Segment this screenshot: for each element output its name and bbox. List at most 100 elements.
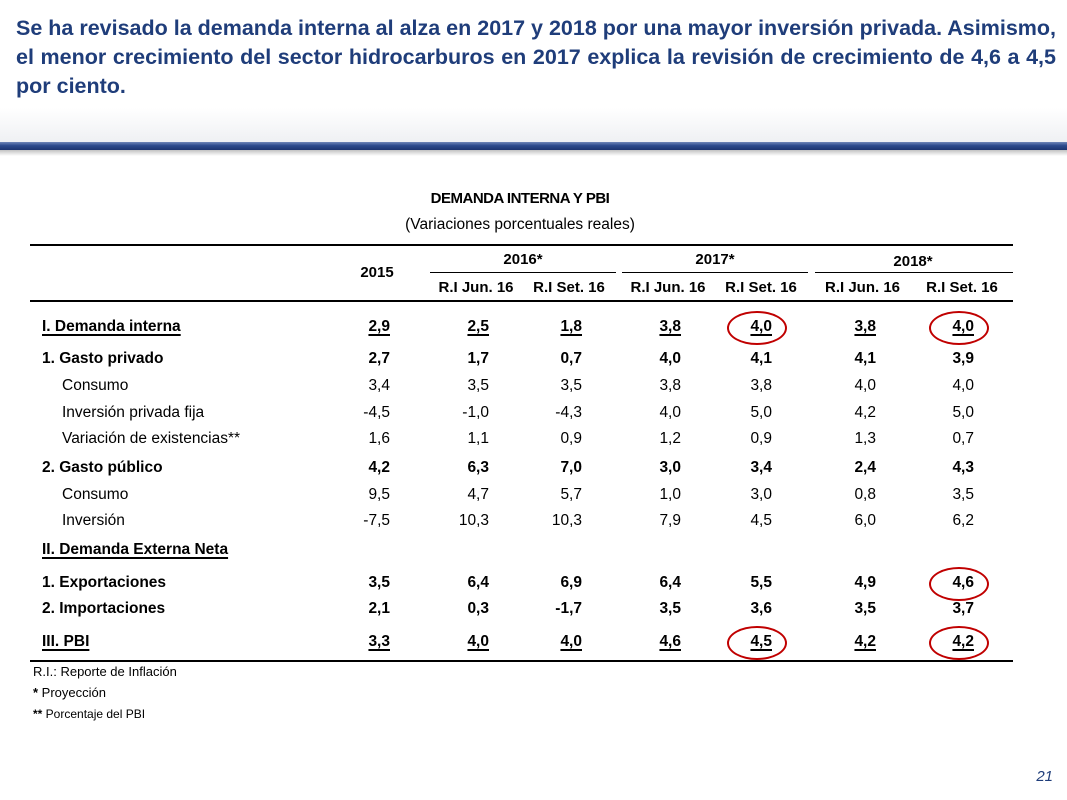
table-cell: 6,0 — [854, 512, 876, 529]
footnote-mark: ** — [33, 707, 43, 721]
table-cell: 4,5 — [750, 512, 772, 529]
table-cell: 3,5 — [659, 600, 681, 617]
table-cell: 1,7 — [467, 350, 489, 367]
table-cell: 2,4 — [854, 459, 876, 476]
table-cell: 4,0 — [659, 404, 681, 421]
table-cell: 6,3 — [467, 459, 489, 476]
table-cell: 4,1 — [854, 350, 876, 367]
table-cell: 3,4 — [750, 459, 772, 476]
group-rule-2016 — [430, 272, 616, 273]
table-cell: 5,0 — [750, 404, 772, 421]
group-rule-2018 — [815, 272, 1013, 273]
table-cell: 1,6 — [368, 430, 390, 447]
row-label: Consumo — [62, 486, 129, 503]
table-cell: 3,5 — [467, 377, 489, 394]
table-cell: 5,7 — [560, 486, 582, 503]
table-cell: 0,3 — [467, 600, 489, 617]
subheader: R.I Jun. 16 — [438, 279, 514, 296]
table-cell: 3,8 — [659, 377, 681, 394]
table-cell: 3,3 — [368, 633, 390, 650]
headline: Se ha revisado la demanda interna al alz… — [16, 16, 1056, 98]
table-cell: 9,5 — [368, 486, 390, 503]
highlight-circle — [727, 311, 787, 345]
table-cell: 6,4 — [659, 574, 681, 591]
footnote-text: Porcentaje del PBI — [42, 707, 146, 721]
table-cell: 3,5 — [368, 574, 390, 591]
table-cell: 4,2 — [368, 459, 390, 476]
table-cell: 3,8 — [854, 318, 876, 335]
row-label: II. Demanda Externa Neta — [42, 541, 229, 558]
table-cell: 3,0 — [750, 486, 772, 503]
row-label: Inversión privada fija — [62, 404, 205, 421]
header-2016: 2016* — [503, 251, 543, 268]
header-2015: 2015 — [360, 264, 394, 281]
table-cell: 3,6 — [750, 600, 772, 617]
table-cell: 2,1 — [368, 600, 390, 617]
table-subtitle: (Variaciones porcentuales reales) — [405, 216, 635, 233]
table-cell: 5,5 — [750, 574, 772, 591]
table-cell: 4,0 — [854, 377, 876, 394]
table-cell: 0,9 — [560, 430, 582, 447]
table-cell: 3,5 — [952, 486, 974, 503]
footnote-ri: R.I.: Reporte de Inflación — [33, 664, 177, 679]
table-cell: 1,1 — [467, 430, 489, 447]
table-cell: 4,0 — [467, 633, 489, 650]
page-number: 21 — [1036, 768, 1053, 785]
row-label: 1. Exportaciones — [42, 574, 167, 591]
row-label: 1. Gasto privado — [42, 350, 164, 367]
subheader: R.I Set. 16 — [725, 279, 797, 296]
highlight-circle — [727, 626, 787, 660]
table-cell: 1,3 — [854, 430, 876, 447]
row-label: Consumo — [62, 377, 129, 394]
table-cell: 1,0 — [659, 486, 681, 503]
table-cell: 5,0 — [952, 404, 974, 421]
table-cell: 10,3 — [458, 512, 489, 529]
subheader: R.I Jun. 16 — [824, 279, 901, 296]
highlight-circle — [929, 311, 989, 345]
footnote-projection: * Proyección — [33, 685, 106, 700]
table-cell: 3,8 — [659, 318, 681, 335]
table-cell: 6,4 — [467, 574, 489, 591]
table-cell: 6,2 — [952, 512, 974, 529]
table-cell: 4,1 — [750, 350, 772, 367]
table-cell: 1,8 — [560, 318, 582, 335]
row-label: 2. Gasto público — [42, 459, 163, 476]
table-cell: 6,9 — [560, 574, 582, 591]
table-cell: 0,7 — [560, 350, 582, 367]
header-2018: 2018* — [893, 253, 933, 270]
table-cell: 0,9 — [750, 430, 772, 447]
row-label: 2. Importaciones — [42, 600, 166, 617]
table-cell: 2,9 — [368, 318, 390, 335]
table-cell: 4,7 — [467, 486, 489, 503]
table-cell: 4,2 — [854, 633, 876, 650]
table-cell: 4,2 — [854, 404, 876, 421]
highlight-circle — [929, 567, 989, 601]
table-cell: 4,0 — [560, 633, 582, 650]
header-shadow — [0, 108, 1067, 148]
footnote-pbi: ** Porcentaje del PBI — [33, 707, 145, 721]
table-cell: 0,8 — [854, 486, 876, 503]
table-top-rule — [30, 244, 1013, 246]
highlight-circle — [929, 626, 989, 660]
table-cell: 3,8 — [750, 377, 772, 394]
table-cell: 7,9 — [659, 512, 681, 529]
table-cell: -4,3 — [555, 404, 582, 421]
row-label: III. PBI — [42, 633, 90, 650]
row-label: Variación de existencias** — [62, 430, 241, 447]
subheader: R.I Jun. 16 — [630, 279, 706, 296]
table-bottom-rule — [30, 660, 1013, 662]
subheader: R.I Set. 16 — [926, 279, 998, 296]
table-cell: -1,7 — [555, 600, 582, 617]
header-divider-shadow — [0, 150, 1067, 156]
table-cell: -4,5 — [363, 404, 390, 421]
table-cell: 3,7 — [952, 600, 974, 617]
row-label: I. Demanda interna — [42, 318, 181, 335]
row-label: Inversión — [62, 512, 125, 529]
table-cell: 0,7 — [952, 430, 974, 447]
table-cell: 4,0 — [659, 350, 681, 367]
table-cell: 3,0 — [659, 459, 681, 476]
footnote-mark: * — [33, 685, 39, 700]
table-title: DEMANDA INTERNA Y PBI — [430, 190, 610, 207]
table-cell: 3,5 — [560, 377, 582, 394]
header-bottom-rule — [30, 300, 1013, 302]
